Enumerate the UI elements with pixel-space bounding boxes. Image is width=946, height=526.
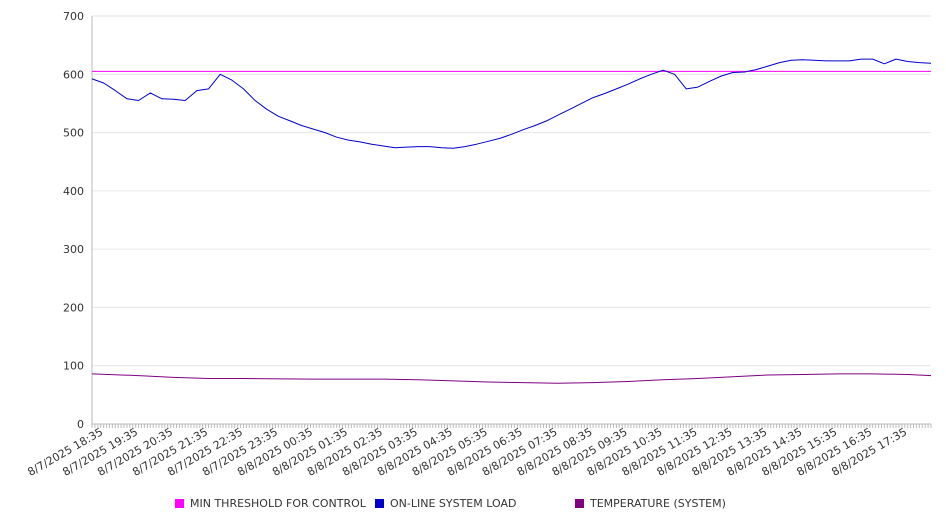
y-tick-label: 500	[63, 127, 84, 140]
legend-swatch-temperature	[575, 499, 584, 508]
y-tick-label: 100	[63, 360, 84, 373]
y-tick-label: 200	[63, 301, 84, 314]
legend-label-min-threshold: MIN THRESHOLD FOR CONTROL	[190, 497, 366, 510]
x-minor-ticks	[91, 424, 932, 428]
legend-swatch-system-load	[375, 499, 384, 508]
legend-item-min-threshold[interactable]: MIN THRESHOLD FOR CONTROL	[175, 497, 366, 510]
legend-item-system-load[interactable]: ON-LINE SYSTEM LOAD	[375, 497, 516, 510]
legend-swatch-min-threshold	[175, 499, 184, 508]
x-axis-ticks: 8/7/2025 18:358/7/2025 19:358/7/2025 20:…	[25, 425, 909, 479]
series-line-temperature-system	[91, 373, 932, 384]
y-tick-label: 300	[63, 243, 84, 256]
legend-item-temperature[interactable]: TEMPERATURE (SYSTEM)	[575, 497, 726, 510]
gridlines	[92, 15, 931, 367]
series-line-on-line-system-load	[91, 58, 932, 149]
chart-legend: MIN THRESHOLD FOR CONTROL ON-LINE SYSTEM…	[0, 497, 946, 515]
y-tick-label: 600	[63, 68, 84, 81]
y-tick-label: 400	[63, 185, 84, 198]
y-axis-ticks: 0 100 200 300 400 500 600 700	[63, 10, 84, 431]
y-tick-label: 0	[77, 418, 84, 431]
series-lines	[91, 58, 932, 384]
y-tick-label: 700	[63, 10, 84, 23]
legend-label-temperature: TEMPERATURE (SYSTEM)	[590, 497, 726, 510]
axes	[91, 16, 932, 428]
legend-label-system-load: ON-LINE SYSTEM LOAD	[390, 497, 517, 510]
